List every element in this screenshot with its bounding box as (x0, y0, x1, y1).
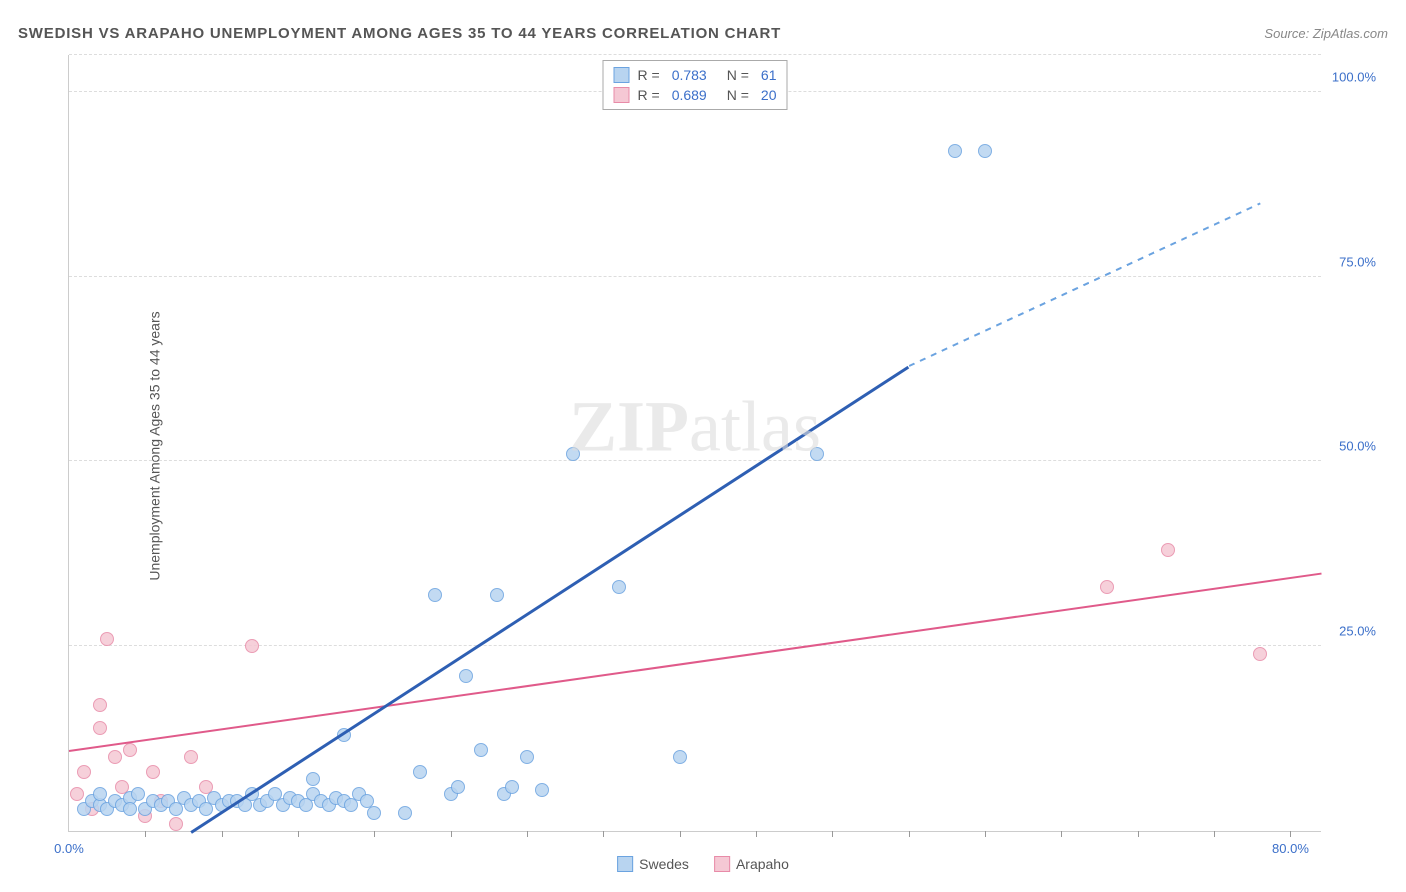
x-tick-label: 80.0% (1272, 841, 1309, 856)
x-tick (1290, 831, 1291, 837)
legend-series: Swedes Arapaho (617, 856, 789, 872)
legend-row: R = 0.783 N = 61 (614, 65, 777, 85)
data-point (245, 639, 259, 653)
x-tick (145, 831, 146, 837)
y-tick-label: 75.0% (1326, 254, 1376, 269)
data-point (1253, 647, 1267, 661)
x-tick (756, 831, 757, 837)
trend-line (908, 203, 1260, 367)
y-tick-label: 25.0% (1326, 624, 1376, 639)
x-tick (1061, 831, 1062, 837)
x-tick (222, 831, 223, 837)
data-point (398, 806, 412, 820)
legend-label: Swedes (639, 856, 689, 872)
x-tick (680, 831, 681, 837)
data-point (459, 669, 473, 683)
y-tick-label: 50.0% (1326, 439, 1376, 454)
data-point (520, 750, 534, 764)
data-point (70, 787, 84, 801)
legend-r-value: 0.689 (672, 87, 707, 103)
watermark: ZIPatlas (569, 386, 821, 469)
data-point (100, 632, 114, 646)
gridline (69, 276, 1321, 277)
data-point (367, 806, 381, 820)
data-point (490, 588, 504, 602)
legend-n-label: N = (727, 87, 749, 103)
x-tick (985, 831, 986, 837)
data-point (413, 765, 427, 779)
data-point (1161, 543, 1175, 557)
data-point (428, 588, 442, 602)
legend-n-label: N = (727, 67, 749, 83)
data-point (93, 787, 107, 801)
data-point (184, 750, 198, 764)
data-point (451, 780, 465, 794)
legend-n-value: 20 (761, 87, 777, 103)
legend-label: Arapaho (736, 856, 789, 872)
source-attribution: Source: ZipAtlas.com (1264, 26, 1388, 41)
data-point (93, 721, 107, 735)
legend-row: R = 0.689 N = 20 (614, 85, 777, 105)
x-tick (374, 831, 375, 837)
x-tick (1138, 831, 1139, 837)
data-point (810, 447, 824, 461)
chart-title: SWEDISH VS ARAPAHO UNEMPLOYMENT AMONG AG… (18, 25, 781, 42)
data-point (123, 743, 137, 757)
legend-r-label: R = (638, 67, 660, 83)
x-tick (832, 831, 833, 837)
data-point (131, 787, 145, 801)
data-point (948, 144, 962, 158)
legend-n-value: 61 (761, 67, 777, 83)
data-point (123, 802, 137, 816)
x-tick-label: 0.0% (54, 841, 84, 856)
data-point (108, 750, 122, 764)
data-point (146, 765, 160, 779)
data-point (93, 698, 107, 712)
legend-r-value: 0.783 (672, 67, 707, 83)
data-point (306, 772, 320, 786)
legend-r-label: R = (638, 87, 660, 103)
legend-swatch (617, 856, 633, 872)
x-tick (603, 831, 604, 837)
data-point (535, 783, 549, 797)
data-point (1100, 580, 1114, 594)
legend-correlation: R = 0.783 N = 61 R = 0.689 N = 20 (603, 60, 788, 110)
x-tick (1214, 831, 1215, 837)
legend-swatch (614, 67, 630, 83)
x-tick (451, 831, 452, 837)
data-point (978, 144, 992, 158)
legend-swatch (614, 87, 630, 103)
gridline (69, 54, 1321, 55)
data-point (566, 447, 580, 461)
data-point (612, 580, 626, 594)
data-point (169, 817, 183, 831)
x-tick (298, 831, 299, 837)
trend-line (190, 366, 909, 834)
legend-item: Arapaho (714, 856, 789, 872)
data-point (673, 750, 687, 764)
trend-line (69, 572, 1321, 751)
data-point (77, 765, 91, 779)
gridline (69, 460, 1321, 461)
plot-region: ZIPatlas R =0.783N =61R =0.689N =20 25.0… (68, 55, 1321, 832)
legend-item: Swedes (617, 856, 689, 872)
data-point (505, 780, 519, 794)
x-tick (909, 831, 910, 837)
legend-swatch (714, 856, 730, 872)
x-tick (527, 831, 528, 837)
data-point (474, 743, 488, 757)
chart-area: ZIPatlas R = 0.783 N = 61 R = 0.689 N = 20 25.0… (50, 55, 1381, 832)
y-tick-label: 100.0% (1326, 69, 1376, 84)
